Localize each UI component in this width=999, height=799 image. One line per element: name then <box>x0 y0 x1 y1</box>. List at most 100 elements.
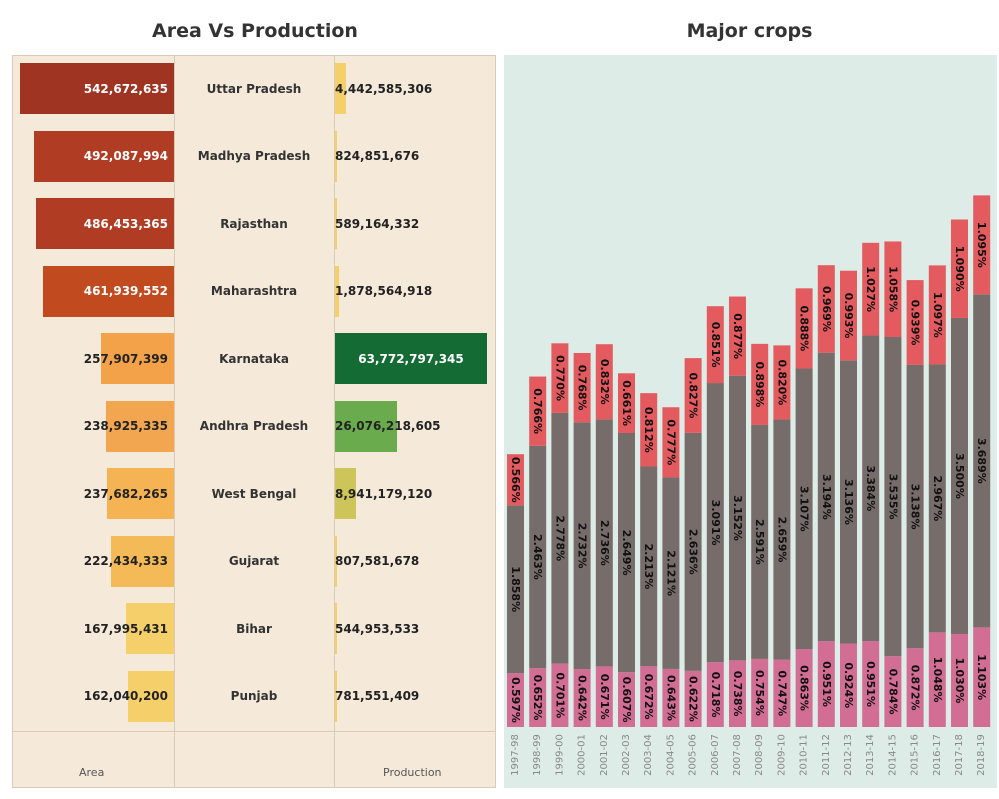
middle-segment <box>795 368 813 650</box>
year-tick-label: 2009-10 <box>776 734 787 776</box>
segment-value-label: 0.951% <box>820 661 833 707</box>
production-value-label: 781,551,409 <box>335 689 420 703</box>
year-tick-label: 2007-08 <box>732 734 743 776</box>
top-segment <box>529 376 547 446</box>
segment-value-label: 0.566% <box>509 457 522 503</box>
segment-value-label: 1.027% <box>864 266 877 312</box>
middle-segment <box>973 294 991 628</box>
segment-value-label: 0.643% <box>664 675 677 721</box>
middle-segment <box>906 364 924 649</box>
top-segment <box>862 242 880 336</box>
segment-value-label: 2.213% <box>642 543 655 589</box>
segment-value-label: 0.652% <box>531 675 544 721</box>
bottom-segment <box>551 663 569 727</box>
area-bar <box>100 333 174 384</box>
year-tick-label: 2015-16 <box>910 734 921 776</box>
year-tick-label: 2008-09 <box>754 734 765 776</box>
segment-value-label: 0.812% <box>642 407 655 453</box>
segment-value-label: 0.754% <box>753 670 766 716</box>
production-value-label: 8,941,179,120 <box>335 486 433 501</box>
year-tick-label: 1998-99 <box>532 734 543 776</box>
state-label: Madhya Pradesh <box>197 149 311 163</box>
production-bar <box>335 468 357 519</box>
segment-value-label: 0.718% <box>709 672 722 718</box>
segment-value-label: 3.136% <box>842 479 855 525</box>
bottom-segment <box>573 669 591 727</box>
middle-segment <box>928 364 946 633</box>
segment-value-label: 0.832% <box>598 359 611 405</box>
major-crops-svg: 0.597% 1.858% 0.566% 1997-98 0.652% 2.463% 0.7… <box>507 195 991 776</box>
production-axis-label: Production <box>383 766 442 779</box>
middle-segment <box>729 375 746 661</box>
year-tick-label: 1999-00 <box>554 734 565 776</box>
year-tick-label: 2004-05 <box>665 734 676 776</box>
bottom-segment <box>706 662 724 727</box>
year-tick-label: 2018-19 <box>976 734 987 776</box>
segment-value-label: 0.898% <box>753 361 766 407</box>
segment-value-label: 2.659% <box>775 517 788 563</box>
year-tick-label: 2013-14 <box>865 734 876 776</box>
segment-value-label: 0.661% <box>620 380 633 426</box>
top-segment <box>795 288 813 369</box>
production-bar <box>335 535 337 587</box>
segment-value-label: 0.671% <box>598 674 611 720</box>
year-tick-label: 2016-17 <box>932 734 943 776</box>
bottom-segment <box>951 633 968 727</box>
segment-value-label: 0.951% <box>864 661 877 707</box>
segment-value-label: 0.597% <box>509 677 522 723</box>
segment-value-label: 2.732% <box>576 523 589 569</box>
area-value-label: 257,907,399 <box>83 351 168 366</box>
bottom-segment <box>906 648 924 727</box>
segment-value-label: 3.138% <box>909 484 922 530</box>
production-bar <box>335 333 487 384</box>
state-label: Gujarat <box>228 554 280 568</box>
top-segment <box>773 345 791 420</box>
top-segment <box>951 219 968 318</box>
bottom-segment <box>973 627 991 727</box>
year-tick-label: 2003-04 <box>643 734 654 776</box>
area-vs-production-chart: 542,672,635 Uttar Pradesh 4,442,585,306 492… <box>12 55 496 788</box>
production-value-label: 824,851,676 <box>335 149 420 163</box>
segment-value-label: 2.121% <box>664 550 677 596</box>
segment-value-label: 3.384% <box>864 465 877 511</box>
segment-value-label: 0.607% <box>620 677 633 723</box>
area-bar <box>106 468 174 519</box>
segment-value-label: 0.969% <box>820 286 833 332</box>
top-segment <box>906 280 924 365</box>
production-bar <box>335 670 337 722</box>
area-bar <box>110 535 174 587</box>
production-bar <box>335 130 337 182</box>
top-segment <box>618 373 635 433</box>
bottom-segment <box>773 659 791 727</box>
major-crops-title: Major crops <box>686 20 813 42</box>
bottom-segment <box>618 672 635 727</box>
bottom-segment <box>729 660 746 727</box>
segment-value-label: 0.622% <box>687 676 700 722</box>
bottom-segment <box>817 641 835 727</box>
area-bar <box>106 400 174 452</box>
year-tick-label: 2005-06 <box>688 734 699 776</box>
segment-value-label: 2.591% <box>753 519 766 565</box>
middle-segment <box>773 419 791 660</box>
segment-value-label: 3.091% <box>709 500 722 546</box>
state-label: Bihar <box>236 621 272 636</box>
segment-value-label: 3.535% <box>886 474 899 520</box>
bottom-segment <box>640 666 658 727</box>
area-value-label: 162,040,200 <box>83 689 168 703</box>
column-divider-production <box>334 56 335 787</box>
middle-segment <box>884 336 902 657</box>
year-tick-label: 2011-12 <box>821 734 832 776</box>
top-segment <box>751 343 769 425</box>
middle-segment <box>529 445 547 669</box>
top-segment <box>640 393 658 467</box>
bottom-segment <box>928 632 946 727</box>
segment-value-label: 0.747% <box>775 670 788 716</box>
area-value-label: 167,995,431 <box>83 621 168 636</box>
state-label: Andhra Pradesh <box>199 419 309 433</box>
segment-value-label: 0.851% <box>709 322 722 368</box>
middle-segment <box>684 432 702 671</box>
segment-value-label: 3.194% <box>820 474 833 520</box>
bottom-segment <box>684 670 702 727</box>
area-value-label: 486,453,365 <box>83 216 168 231</box>
year-tick-label: 2000-01 <box>577 734 588 776</box>
